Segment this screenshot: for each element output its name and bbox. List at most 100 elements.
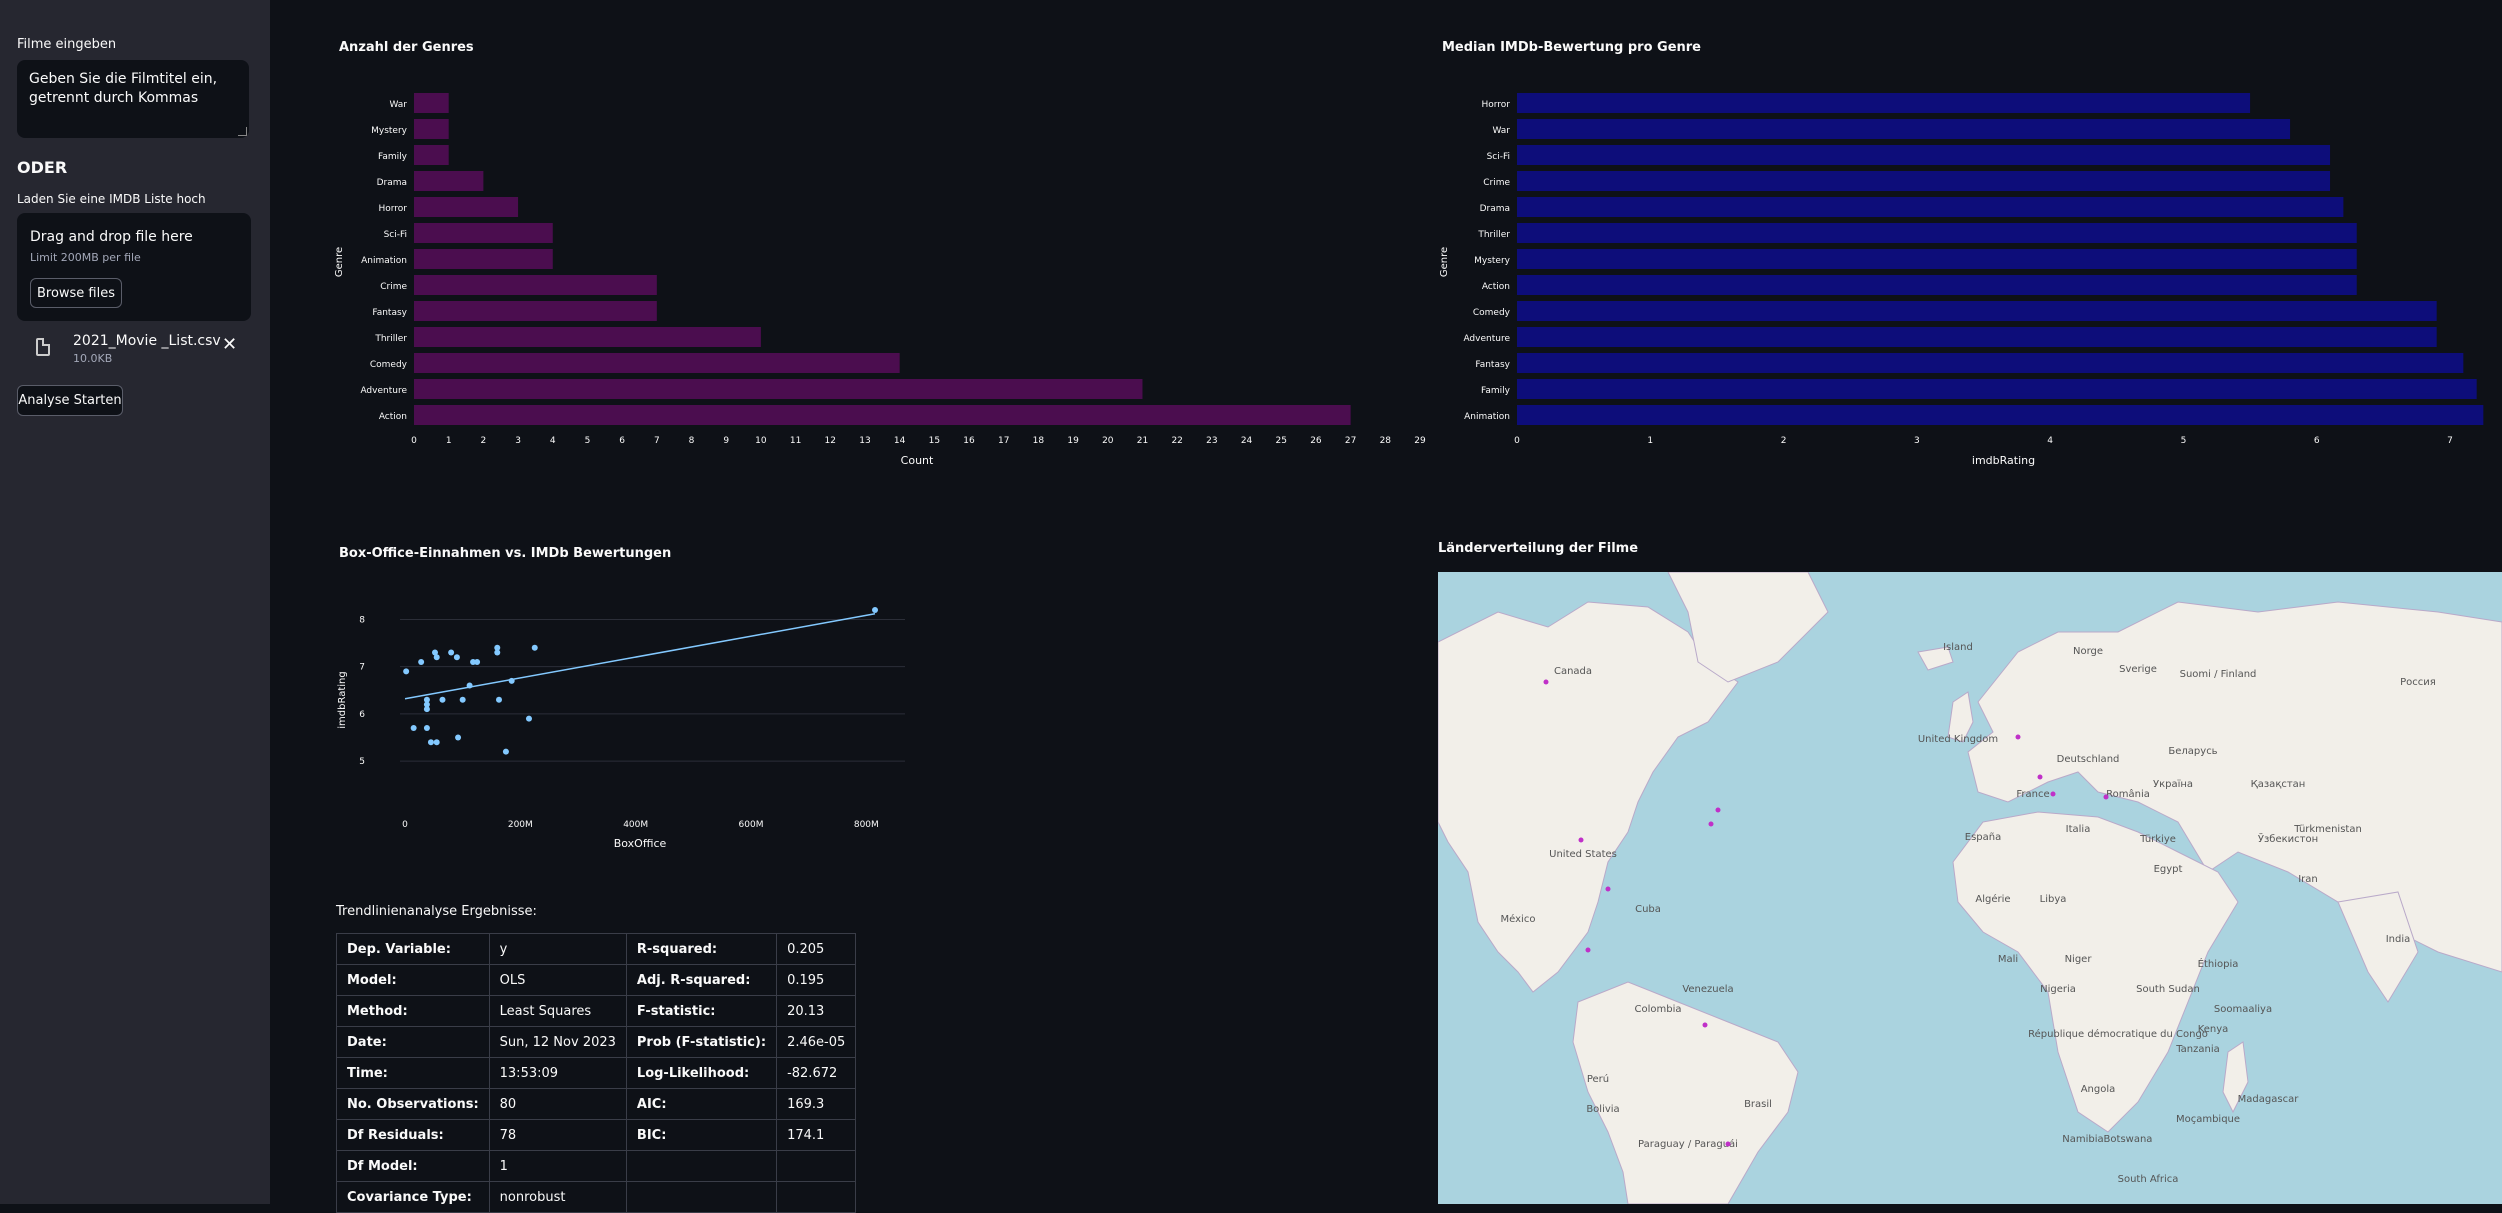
data-point [455, 734, 462, 741]
tick-label-y: Adventure [1463, 334, 1510, 344]
file-icon [36, 338, 50, 356]
sidebar: Filme eingeben Geben Sie die Filmtitel e… [0, 0, 270, 1204]
map-country-label: Türkmenistan [2293, 824, 2362, 835]
map-marker [1708, 821, 1714, 827]
data-point [423, 701, 430, 708]
y-axis-label: imdbRating [337, 671, 348, 728]
tick-label-y: Drama [377, 178, 407, 188]
tick-label-x: 27 [1345, 436, 1356, 446]
tick-label-x: 0 [402, 820, 408, 830]
tick-label-y: Adventure [360, 386, 407, 396]
tick-label-x: 0 [1514, 436, 1520, 446]
tick-label-x: 25 [1276, 436, 1287, 446]
tick-label-x: 8 [689, 436, 695, 446]
table-value-cell: 2.46e-05 [776, 1026, 857, 1058]
tick-label-y: 6 [359, 710, 365, 720]
map-country-label: Italia [2066, 824, 2091, 835]
map-marker [2103, 794, 2109, 800]
data-point [531, 644, 538, 651]
table-key-cell: Method: [336, 995, 490, 1027]
data-point [439, 696, 446, 703]
browse-files-button[interactable]: Browse files [30, 278, 122, 308]
map-country-label: France [2016, 789, 2049, 800]
africa-landmass [1952, 811, 2239, 1133]
tick-label-x: 18 [1033, 436, 1045, 446]
tick-label-y: 5 [359, 757, 365, 767]
tick-label-x: 800M [854, 820, 879, 830]
table-value-cell: 78 [488, 1119, 627, 1151]
map-country-label: Mali [1998, 954, 2018, 965]
tick-label-x: 6 [619, 436, 625, 446]
country-distribution-map[interactable]: Island Norge Sverige Suomi / Finland Россия C… [1438, 572, 2502, 1204]
map-country-label: Perú [1587, 1073, 1609, 1085]
x-axis-label: Count [901, 454, 934, 467]
textarea-placeholder: Geben Sie die Filmtitel ein, getrennt du… [29, 71, 218, 106]
analyse-start-button[interactable]: Analyse Starten [17, 385, 123, 416]
file-dropzone[interactable]: Drag and drop file here Limit 200MB per … [17, 213, 251, 321]
map-country-label: Éthiopia [2198, 957, 2239, 970]
data-point [423, 696, 430, 703]
data-point [418, 658, 425, 665]
remove-file-icon[interactable]: ✕ [222, 334, 238, 355]
table-value-cell: OLS [488, 964, 627, 996]
tick-label-x: 10 [755, 436, 767, 446]
tick-label-x: 16 [963, 436, 975, 446]
table-value-cell: nonrobust [488, 1181, 627, 1213]
y-axis-label: Genre [334, 247, 345, 277]
data-point [433, 654, 440, 661]
bar [414, 171, 484, 191]
map-marker [1585, 947, 1591, 953]
tick-label-y: 8 [359, 615, 365, 625]
movie-titles-textarea[interactable]: Geben Sie die Filmtitel ein, getrennt du… [17, 60, 249, 138]
world-map[interactable]: Island Norge Sverige Suomi / Finland Россия C… [1438, 572, 2502, 1204]
bar [414, 197, 519, 217]
data-point [502, 748, 509, 755]
tick-label-x: 19 [1067, 436, 1079, 446]
map-country-label: South Sudan [2136, 984, 2200, 995]
table-row: Df Model: 1 [336, 1150, 857, 1182]
bar [414, 275, 657, 295]
table-key-cell: Time: [336, 1057, 490, 1089]
map-marker [2050, 791, 2056, 797]
map-country-label: Norge [2073, 646, 2103, 657]
bar [1517, 353, 2464, 373]
data-point [448, 649, 455, 656]
movies-label: Filme eingeben [17, 37, 117, 52]
table-row: Method: Least Squares F-statistic: 20.13 [336, 995, 857, 1027]
table-key-cell [625, 1181, 778, 1213]
bar [1517, 171, 2331, 191]
map-country-label: Egypt [2154, 864, 2183, 875]
resize-handle-icon[interactable] [238, 127, 247, 136]
data-point [494, 644, 501, 651]
table-row: Model: OLS Adj. R-squared: 0.195 [336, 964, 857, 996]
map-country-label: Tanzania [2175, 1044, 2220, 1055]
uploaded-file-size: 10.0KB [73, 352, 113, 365]
bar [1517, 223, 2357, 243]
tick-label-x: 26 [1310, 436, 1322, 446]
table-value-cell [776, 1181, 857, 1213]
data-point [453, 654, 460, 661]
map-marker [1702, 1022, 1708, 1028]
tick-label-x: 1 [1647, 436, 1653, 446]
map-country-label: Bolivia [1586, 1104, 1619, 1115]
tick-label-x: 0 [411, 436, 417, 446]
tick-label-x: 7 [654, 436, 660, 446]
bar [1517, 249, 2357, 269]
tick-label-y: Crime [1483, 178, 1510, 188]
tick-label-x: 29 [1414, 436, 1426, 446]
map-country-label: España [1965, 832, 2001, 843]
map-country-label: Soomaaliya [2214, 1004, 2272, 1015]
map-country-label: Brasil [1744, 1099, 1772, 1110]
tick-label-x: 20 [1102, 436, 1114, 446]
map-country-label: México [1501, 913, 1536, 925]
map-country-label: Canada [1554, 666, 1592, 677]
bar [1517, 327, 2437, 347]
table-value-cell: 1 [488, 1150, 627, 1182]
map-country-label: Algérie [1975, 893, 2010, 905]
bar [1517, 379, 2477, 399]
tick-label-x: 22 [1171, 436, 1182, 446]
data-point [423, 706, 430, 713]
tick-label-x: 4 [550, 436, 556, 446]
map-country-label: Venezuela [1682, 984, 1733, 995]
tick-label-y: Horror [1481, 100, 1510, 110]
